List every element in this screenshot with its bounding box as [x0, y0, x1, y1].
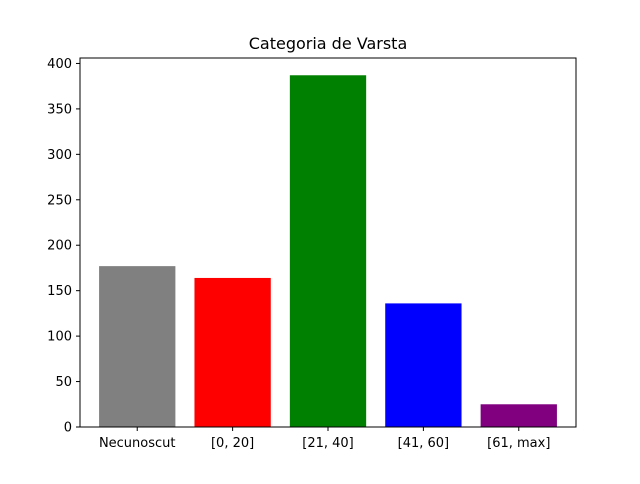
y-tick-label-2: 100 [47, 330, 72, 345]
x-tick-label-3: [41, 60] [398, 436, 450, 451]
y-tick-label-1: 50 [55, 375, 72, 390]
bar-3 [385, 303, 462, 427]
plot-area: 0 50 100 150 200 250 300 350 400 Necunoscut [0, 20… [47, 57, 577, 451]
y-tick-label-8: 400 [47, 57, 72, 72]
y-tick-label-6: 300 [47, 148, 72, 163]
y-tick-label-3: 150 [47, 284, 72, 299]
y-tick-label-5: 250 [47, 193, 72, 208]
y-tick-label-4: 200 [47, 239, 72, 254]
chart-title: Categoria de Varsta [249, 34, 408, 53]
y-tick-label-0: 0 [64, 421, 72, 436]
bar-4 [480, 404, 557, 427]
y-tick-label-7: 350 [47, 102, 72, 117]
x-tick-label-4: [61, max] [487, 436, 550, 451]
bar-1 [194, 277, 271, 427]
bar-2 [289, 75, 367, 428]
x-tick-label-1: [0, 20] [211, 436, 254, 451]
x-tick-label-2: [21, 40] [302, 436, 354, 451]
bar-0 [99, 266, 176, 427]
x-tick-label-0: Necunoscut [99, 436, 176, 451]
